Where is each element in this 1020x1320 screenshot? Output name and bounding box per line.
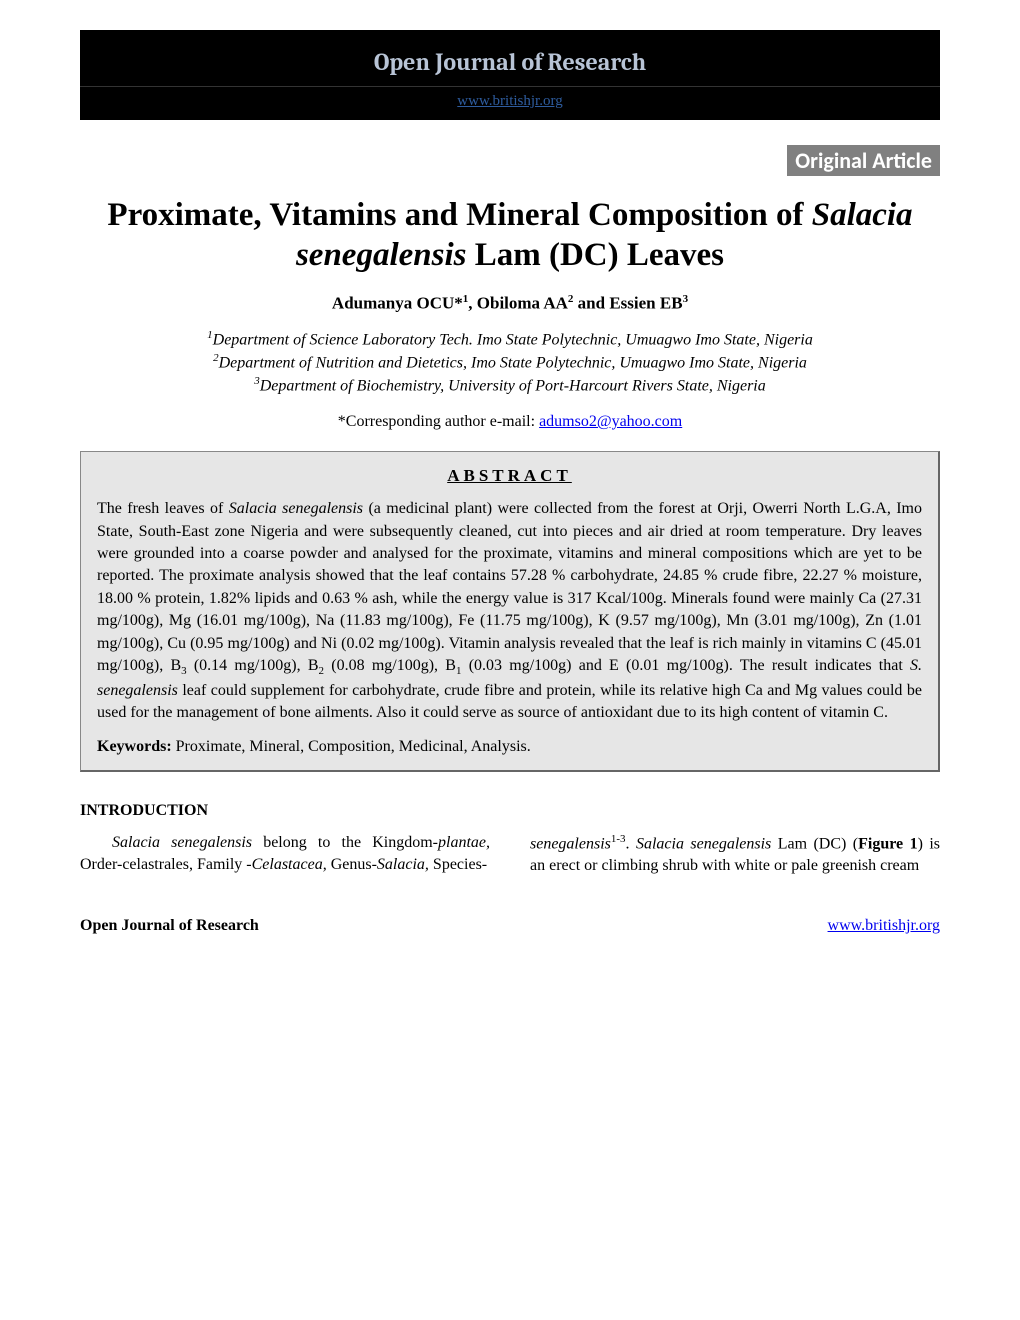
page-footer: Open Journal of Research www.britishjr.o… (80, 917, 940, 935)
title-part2: Lam (DC) Leaves (466, 237, 724, 273)
author-3-sup: 3 (683, 293, 689, 305)
corresponding-label: *Corresponding author e-mail: (338, 413, 539, 430)
abs-d: (0.08 mg/100g), B (324, 657, 456, 674)
abstract-box: ABSTRACT The fresh leaves of Salacia sen… (80, 451, 940, 772)
journal-header: Open Journal of Research www.britishjr.o… (80, 30, 940, 120)
intro-c1-i1: Salacia senegalensis (112, 834, 252, 851)
author-sep2: and (573, 294, 609, 313)
article-type-badge: Original Article (787, 145, 940, 176)
intro-col-2: senegalensis1-3. Salacia senegalensis La… (530, 832, 940, 877)
article-title: Proximate, Vitamins and Mineral Composit… (80, 196, 940, 275)
intro-col-1: Salacia senegalensis belong to the Kingd… (80, 832, 490, 877)
authors: Adumanya OCU*1, Obiloma AA2 and Essien E… (80, 293, 940, 314)
intro-c1-d: Genus- (327, 856, 377, 873)
intro-c1-e: Species- (429, 856, 487, 873)
intro-c1-b: belong to the Kingdom- (252, 834, 438, 851)
intro-c2-i1: senegalensis (530, 836, 611, 853)
author-3: Essien EB (609, 294, 682, 313)
abs-e: (0.03 mg/100g) and E (0.01 mg/100g). The… (461, 657, 910, 674)
abstract-text: The fresh leaves of Salacia senegalensis… (97, 498, 922, 724)
abs-b: (a medicinal plant) were collected from … (97, 500, 922, 674)
keywords: Keywords: Proximate, Mineral, Compositio… (97, 738, 922, 756)
affiliation-2: 2Department of Nutrition and Dietetics, … (80, 351, 940, 374)
corresponding-email-link[interactable]: adumso2@yahoo.com (539, 413, 682, 430)
abs-c: (0.14 mg/100g), B (187, 657, 319, 674)
intro-c2-sup: 1-3 (611, 833, 626, 845)
footer-url-link[interactable]: www.britishjr.org (828, 917, 940, 934)
corresponding-author: *Corresponding author e-mail: adumso2@ya… (80, 413, 940, 431)
journal-name: Open Journal of Research (80, 48, 940, 87)
affiliations: 1Department of Science Laboratory Tech. … (80, 328, 940, 397)
affiliation-3: 3Department of Biochemistry, University … (80, 374, 940, 397)
intro-p1: Salacia senegalensis belong to the Kingd… (80, 832, 490, 875)
aff-2-text: Department of Nutrition and Dietetics, I… (219, 354, 807, 371)
abstract-heading: ABSTRACT (97, 466, 922, 486)
intro-c2-a: . (626, 836, 636, 853)
title-part1: Proximate, Vitamins and Mineral Composit… (107, 197, 811, 233)
author-1: Adumanya OCU* (332, 294, 463, 313)
intro-c1-i2: plantae, (438, 834, 490, 851)
affiliation-1: 1Department of Science Laboratory Tech. … (80, 328, 940, 351)
intro-columns: Salacia senegalensis belong to the Kingd… (80, 832, 940, 877)
keywords-label: Keywords: (97, 738, 176, 755)
aff-3-text: Department of Biochemistry, University o… (260, 377, 766, 394)
intro-p2: senegalensis1-3. Salacia senegalensis La… (530, 832, 940, 877)
author-sep1: , (468, 294, 477, 313)
author-2: Obiloma AA (477, 294, 568, 313)
footer-journal: Open Journal of Research (80, 917, 259, 935)
footer-url-container: www.britishjr.org (828, 917, 940, 935)
intro-c1-i4: Salacia, (377, 856, 429, 873)
journal-url-container: www.britishjr.org (80, 87, 940, 120)
intro-c2-i2: Salacia senegalensis (636, 836, 771, 853)
intro-c1-c: Order-celastrales, Family - (80, 856, 252, 873)
abs-i1: Salacia senegalensis (229, 500, 363, 517)
intro-c2-bold: Figure 1 (858, 836, 917, 853)
aff-1-text: Department of Science Laboratory Tech. I… (213, 331, 813, 348)
keywords-text: Proximate, Mineral, Composition, Medicin… (176, 738, 531, 755)
journal-url-link[interactable]: www.britishjr.org (457, 93, 562, 109)
introduction-heading: INTRODUCTION (80, 802, 940, 820)
abs-a: The fresh leaves of (97, 500, 229, 517)
intro-c2-b: Lam (DC) ( (771, 836, 858, 853)
intro-c1-i3: Celastacea, (252, 856, 327, 873)
abs-f: leaf could supplement for carbohydrate, … (97, 682, 922, 721)
